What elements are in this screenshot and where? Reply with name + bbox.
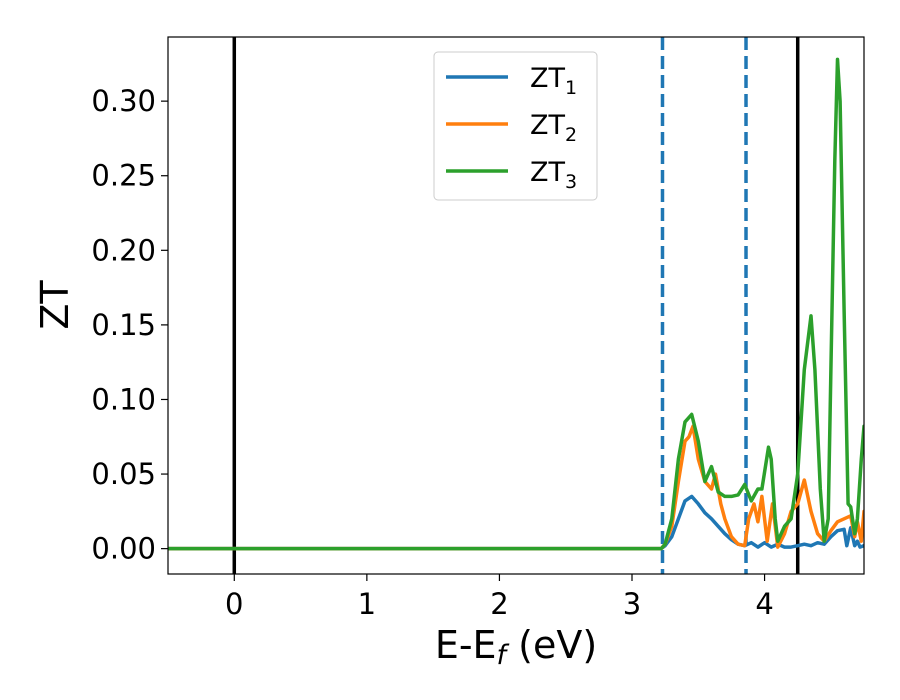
y-tick-label: 0.15 bbox=[91, 308, 156, 342]
x-tick-label: 0 bbox=[225, 587, 243, 621]
series-line-zt3 bbox=[168, 57, 864, 551]
x-axis-label-base: E-E bbox=[435, 623, 497, 667]
x-axis-label: E-Ef (eV) bbox=[435, 623, 597, 671]
series-line-zt1 bbox=[168, 494, 864, 551]
x-tick-label: 1 bbox=[358, 587, 376, 621]
y-tick-label: 0.00 bbox=[91, 532, 156, 566]
x-tick-label: 2 bbox=[490, 587, 508, 621]
y-axis: 0.00 0.05 0.10 0.15 0.20 0.25 0.30 bbox=[91, 84, 168, 566]
y-tick-label: 0.30 bbox=[91, 84, 156, 118]
x-tick-label: 4 bbox=[755, 587, 773, 621]
y-tick-label: 0.20 bbox=[91, 233, 156, 267]
x-axis: 0 1 2 3 4 bbox=[225, 574, 774, 621]
series-lines bbox=[168, 57, 864, 551]
plot-frame bbox=[167, 36, 865, 575]
legend-label-zt1: ZT1 bbox=[530, 63, 577, 99]
legend-box bbox=[433, 51, 598, 201]
series-line-zt2 bbox=[168, 424, 864, 551]
y-tick-label: 0.10 bbox=[91, 382, 156, 416]
legend-label-zt2: ZT2 bbox=[530, 110, 577, 146]
y-axis-label: ZT bbox=[33, 280, 77, 330]
legend: ZT1 ZT2 ZT3 bbox=[433, 51, 598, 201]
y-tick-label: 0.05 bbox=[91, 457, 156, 491]
x-tick-label: 3 bbox=[623, 587, 641, 621]
y-tick-label: 0.25 bbox=[91, 159, 156, 193]
legend-label-zt3: ZT3 bbox=[530, 157, 577, 193]
x-axis-label-suffix: (eV) bbox=[506, 623, 597, 667]
